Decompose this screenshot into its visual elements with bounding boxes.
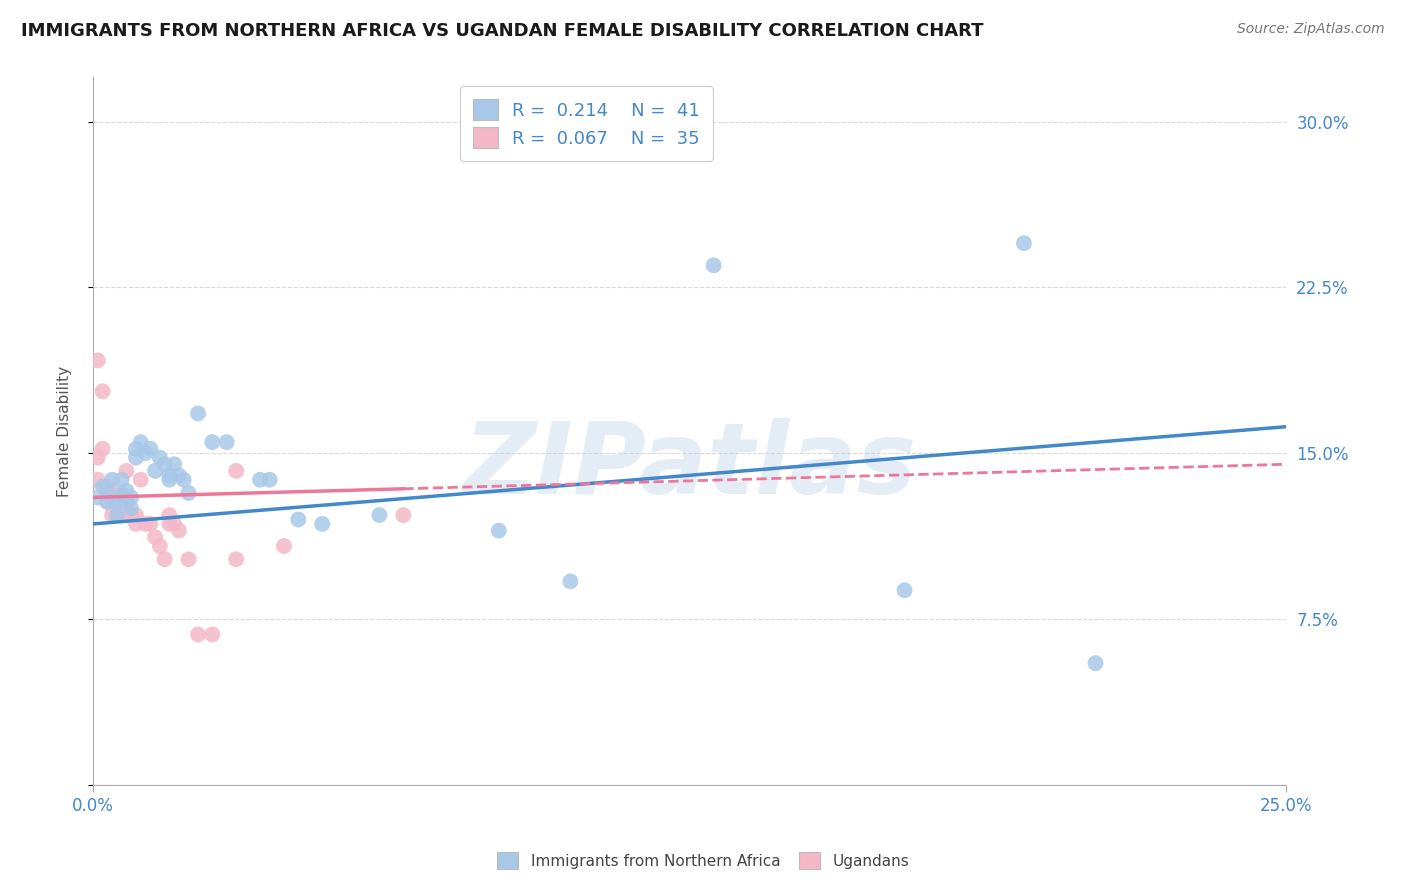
Point: [287, 512, 309, 526]
Point: [149, 450, 172, 465]
Point: [488, 524, 510, 538]
Point: [135, 446, 157, 460]
Point: [177, 486, 200, 500]
Point: [105, 495, 128, 509]
Point: [91, 384, 114, 399]
Point: [96, 479, 118, 493]
Point: [91, 479, 114, 493]
Point: [129, 473, 152, 487]
Point: [703, 258, 725, 272]
Point: [111, 486, 134, 500]
Point: [157, 473, 180, 487]
Point: [149, 539, 172, 553]
Point: [111, 473, 134, 487]
Point: [157, 508, 180, 522]
Text: IMMIGRANTS FROM NORTHERN AFRICA VS UGANDAN FEMALE DISABILITY CORRELATION CHART: IMMIGRANTS FROM NORTHERN AFRICA VS UGAND…: [21, 22, 984, 40]
Point: [87, 473, 110, 487]
Point: [101, 508, 124, 522]
Point: [1084, 656, 1107, 670]
Point: [125, 516, 148, 531]
Point: [201, 435, 224, 450]
Point: [153, 457, 176, 471]
Point: [125, 442, 148, 456]
Point: [392, 508, 415, 522]
Point: [143, 464, 166, 478]
Point: [167, 468, 190, 483]
Point: [96, 486, 118, 500]
Point: [225, 464, 247, 478]
Point: [173, 473, 195, 487]
Point: [139, 516, 162, 531]
Point: [105, 508, 128, 522]
Point: [157, 468, 180, 483]
Point: [139, 442, 162, 456]
Point: [120, 501, 142, 516]
Y-axis label: Female Disability: Female Disability: [58, 366, 72, 497]
Point: [101, 486, 124, 500]
Point: [105, 508, 128, 522]
Point: [143, 530, 166, 544]
Point: [125, 508, 148, 522]
Point: [259, 473, 281, 487]
Point: [157, 516, 180, 531]
Point: [167, 524, 190, 538]
Point: [215, 435, 238, 450]
Point: [115, 495, 138, 509]
Point: [125, 450, 148, 465]
Point: [120, 491, 142, 505]
Point: [105, 495, 128, 509]
Point: [311, 516, 333, 531]
Point: [91, 442, 114, 456]
Legend: Immigrants from Northern Africa, Ugandans: Immigrants from Northern Africa, Ugandan…: [491, 846, 915, 875]
Point: [163, 457, 186, 471]
Point: [111, 491, 134, 505]
Point: [560, 574, 582, 589]
Point: [115, 483, 138, 498]
Point: [96, 495, 118, 509]
Point: [187, 406, 209, 420]
Point: [177, 552, 200, 566]
Point: [87, 450, 110, 465]
Point: [101, 473, 124, 487]
Point: [249, 473, 271, 487]
Point: [135, 516, 157, 531]
Point: [87, 353, 110, 368]
Point: [163, 516, 186, 531]
Point: [129, 435, 152, 450]
Text: ZIPatlas: ZIPatlas: [463, 418, 917, 515]
Legend: R =  0.214    N =  41, R =  0.067    N =  35: R = 0.214 N = 41, R = 0.067 N = 35: [460, 87, 713, 161]
Point: [273, 539, 295, 553]
Point: [115, 495, 138, 509]
Point: [120, 508, 142, 522]
Point: [153, 552, 176, 566]
Point: [893, 583, 915, 598]
Point: [87, 491, 110, 505]
Point: [368, 508, 391, 522]
Point: [96, 495, 118, 509]
Text: Source: ZipAtlas.com: Source: ZipAtlas.com: [1237, 22, 1385, 37]
Point: [225, 552, 247, 566]
Point: [111, 508, 134, 522]
Point: [187, 627, 209, 641]
Point: [1012, 236, 1035, 251]
Point: [115, 464, 138, 478]
Point: [201, 627, 224, 641]
